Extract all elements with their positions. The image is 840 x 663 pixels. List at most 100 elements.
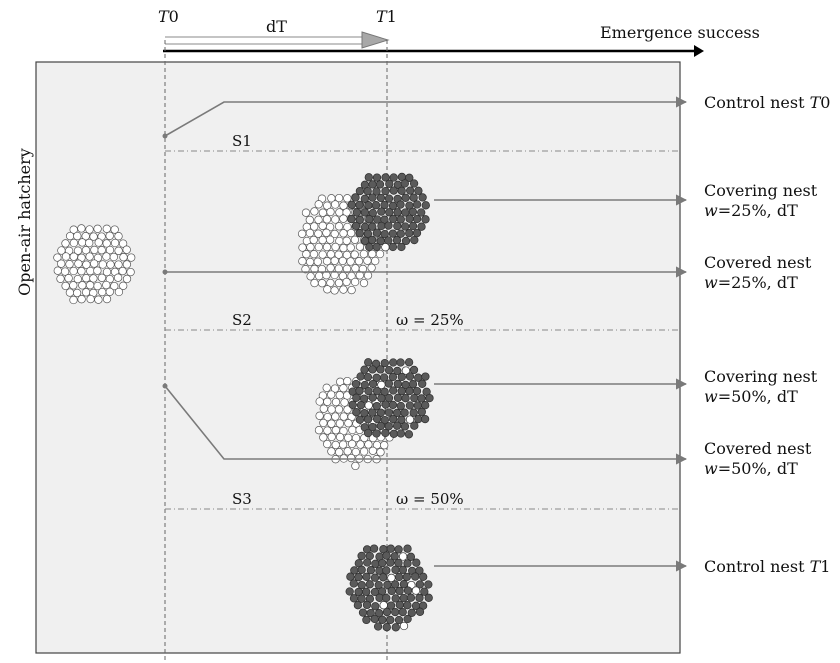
egg [331, 242, 340, 252]
egg [350, 235, 360, 244]
egg [406, 552, 416, 561]
egg [357, 565, 366, 574]
egg [325, 222, 335, 232]
egg [405, 401, 415, 410]
egg [415, 566, 424, 575]
egg [378, 558, 387, 568]
egg [382, 566, 391, 575]
egg [305, 228, 315, 238]
dt-label: dT [266, 17, 287, 36]
egg [118, 239, 128, 248]
egg [64, 274, 73, 283]
egg [354, 257, 364, 266]
egg [407, 608, 416, 617]
egg [377, 207, 386, 216]
egg [347, 285, 356, 295]
egg [351, 221, 361, 231]
egg [339, 229, 348, 238]
egg [330, 286, 339, 295]
egg [318, 208, 328, 217]
egg [345, 587, 354, 596]
egg [359, 447, 369, 456]
egg [384, 408, 394, 417]
egg [301, 208, 311, 217]
egg [298, 257, 307, 266]
egg [375, 180, 385, 189]
egg [69, 252, 78, 261]
egg [122, 245, 131, 254]
egg [314, 215, 323, 224]
egg [351, 264, 360, 273]
egg [363, 372, 373, 382]
egg [408, 380, 418, 389]
egg [98, 260, 107, 269]
egg [380, 358, 389, 368]
egg [105, 287, 114, 296]
egg [412, 386, 422, 396]
egg [364, 386, 373, 396]
egg [57, 259, 66, 268]
egg [400, 179, 409, 188]
egg [392, 421, 402, 430]
label-covering-nest-25: Covering nest w=25%, dT [704, 181, 822, 220]
egg [342, 236, 351, 245]
egg [327, 390, 336, 399]
section-s2-label: S2 [232, 311, 252, 329]
egg [322, 242, 332, 252]
egg [391, 594, 400, 603]
egg [360, 380, 369, 390]
egg [331, 397, 341, 407]
egg [94, 295, 103, 304]
egg [365, 242, 374, 252]
egg [409, 179, 419, 188]
egg [346, 257, 355, 266]
egg [365, 580, 374, 589]
egg [415, 593, 424, 603]
egg [376, 448, 385, 457]
egg [389, 214, 398, 224]
egg [366, 608, 375, 618]
egg [310, 278, 319, 288]
egg [363, 558, 372, 567]
egg [396, 200, 405, 209]
egg [126, 267, 135, 277]
emergence-axis-head [694, 45, 704, 57]
egg [405, 214, 414, 223]
egg [114, 232, 123, 241]
egg [77, 295, 86, 304]
egg [394, 572, 404, 582]
egg [372, 429, 381, 438]
egg [420, 414, 430, 424]
egg [382, 593, 391, 603]
label-covered-nest-25: Covered nest w=25%, dT [704, 253, 816, 292]
egg [318, 250, 327, 259]
egg [69, 238, 79, 248]
egg [388, 372, 398, 382]
egg [319, 433, 328, 442]
egg [389, 386, 398, 395]
egg [386, 558, 395, 567]
egg [355, 415, 365, 424]
egg [77, 224, 86, 233]
egg [305, 215, 314, 225]
egg [315, 397, 324, 406]
egg [418, 193, 427, 202]
egg [93, 253, 103, 262]
egg [343, 447, 352, 456]
egg [86, 294, 95, 304]
egg [348, 400, 357, 409]
egg [61, 252, 71, 261]
egg [372, 242, 381, 252]
egg [419, 572, 428, 581]
egg [89, 274, 98, 283]
egg [94, 238, 103, 247]
egg [384, 422, 393, 431]
egg [354, 587, 363, 597]
emergence-success-label: Emergence success [600, 23, 760, 42]
egg [356, 372, 365, 381]
t0-point-middle [162, 269, 168, 275]
egg [384, 221, 393, 230]
egg [97, 273, 107, 282]
egg [371, 602, 380, 611]
egg [355, 386, 364, 396]
